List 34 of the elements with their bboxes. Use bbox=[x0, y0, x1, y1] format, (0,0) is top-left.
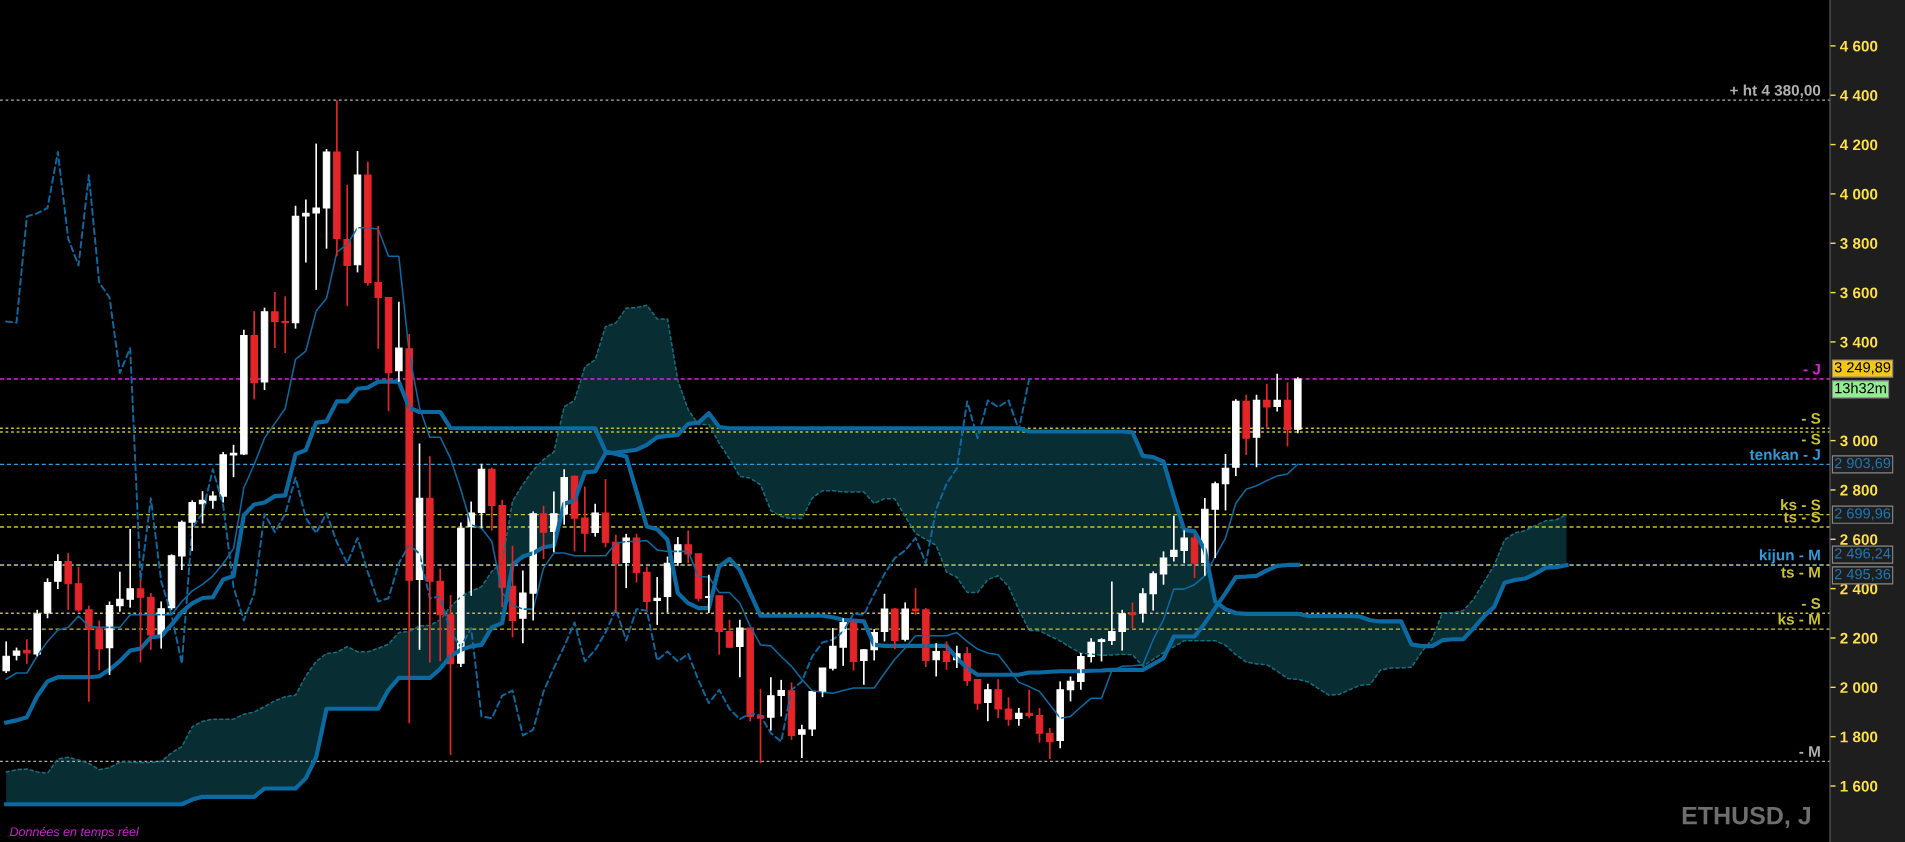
annotation: Données en temps réel bbox=[9, 826, 140, 839]
ref-line-label: ts - M bbox=[1781, 567, 1820, 578]
y-tick-label: 4 400 bbox=[1839, 90, 1878, 101]
y-tick-label: 3 400 bbox=[1840, 336, 1878, 348]
y-tick-label: 3 000 bbox=[1840, 435, 1878, 447]
ref-line-label: kijun - M bbox=[1759, 549, 1820, 564]
y-tick-label: 3 800 bbox=[1840, 238, 1878, 249]
ref-line-label: ks - S bbox=[1781, 499, 1821, 511]
y-tick-label: 4 200 bbox=[1839, 139, 1878, 151]
y-tick-label: 1 600 bbox=[1840, 780, 1878, 792]
ref-line-label: - S bbox=[1801, 413, 1821, 424]
ref-line-label: - J bbox=[1803, 363, 1820, 375]
y-tick-label: 2 800 bbox=[1840, 484, 1878, 496]
y-tick-label: 3 600 bbox=[1840, 287, 1878, 299]
y-tick-label: 2 600 bbox=[1840, 534, 1878, 545]
ref-line-label: tenkan - J bbox=[1749, 448, 1820, 460]
ref-line-label: - S bbox=[1801, 598, 1821, 609]
text: 13h32m bbox=[1835, 382, 1886, 394]
text: 2 496,24 bbox=[1834, 548, 1891, 561]
y-tick-label: 2 200 bbox=[1840, 632, 1878, 644]
ref-line-label: - S bbox=[1801, 433, 1821, 445]
y-tick-label: 1 800 bbox=[1840, 731, 1878, 743]
text: 2 903,69 bbox=[1834, 457, 1891, 471]
text: 3 249,89 bbox=[1834, 362, 1891, 375]
y-tick-label: 2 000 bbox=[1840, 682, 1878, 693]
ref-line-label: ks - M bbox=[1778, 613, 1820, 625]
text: 2 699,96 bbox=[1834, 508, 1891, 521]
ref-line-label: - M bbox=[1799, 746, 1820, 757]
text: ETHUSD, J bbox=[1682, 806, 1810, 829]
y-tick-label: 2 400 bbox=[1840, 583, 1878, 595]
y-tick-label: 4 600 bbox=[1839, 40, 1878, 52]
ref-line-label: + ht 4 380,00 bbox=[1730, 84, 1821, 98]
y-tick-label: 4 000 bbox=[1839, 188, 1878, 200]
text: 2 495,36 bbox=[1834, 568, 1891, 582]
